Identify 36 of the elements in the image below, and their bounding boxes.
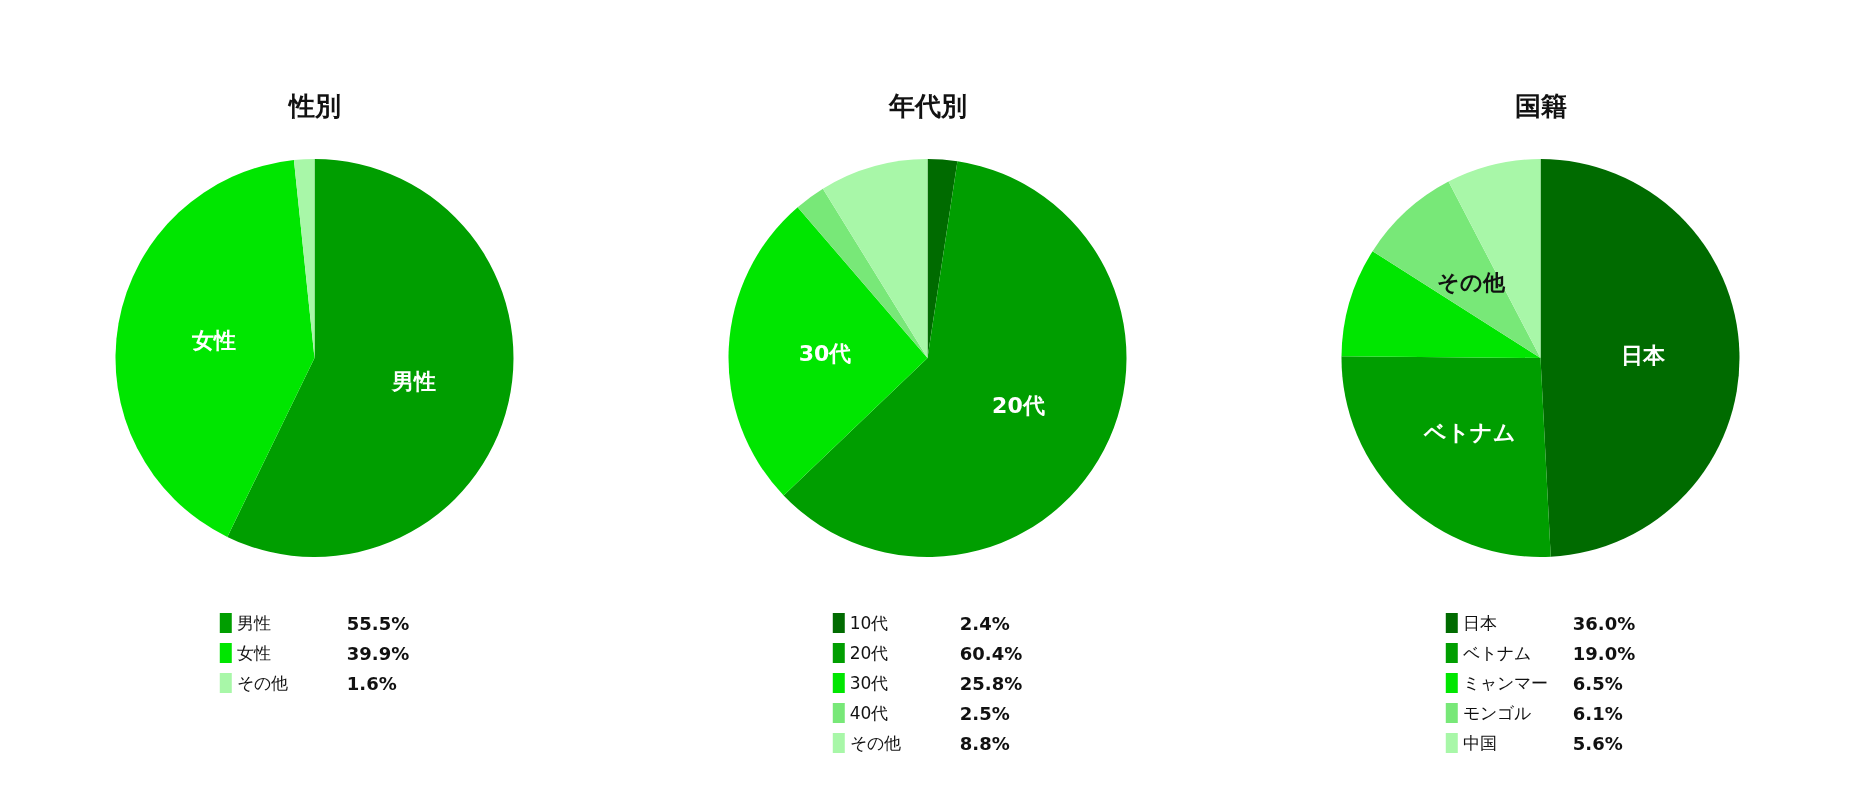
chart-title: 年代別 <box>887 91 967 121</box>
legend-label: 30代 <box>849 673 889 693</box>
legend-label: 10代 <box>849 613 889 633</box>
data-label: 55.5% <box>346 612 410 634</box>
legend-label: ベトナム <box>1462 643 1531 663</box>
data-label: 2.5% <box>959 702 1010 724</box>
legend-label: 中国 <box>1462 733 1497 753</box>
data-label: 2.4% <box>959 612 1010 634</box>
data-label: 19.0% <box>1572 642 1636 664</box>
slice-label: 30代 <box>798 340 852 366</box>
text: その他 <box>1437 269 1506 295</box>
slice-label: ベトナム <box>1422 419 1516 445</box>
data-label: 6.1% <box>1572 702 1623 724</box>
chart-title: 国籍 <box>1514 91 1567 121</box>
data-label: 36.0% <box>1572 612 1636 634</box>
legend-label: その他 <box>849 733 901 753</box>
data-label: 5.6% <box>1572 732 1623 754</box>
slice-label: 日本 <box>1620 342 1666 368</box>
slice-label: 男性 <box>391 368 437 394</box>
data-label: 39.9% <box>346 642 410 664</box>
legend-label: モンゴル <box>1462 703 1531 723</box>
slice-label: 女性 <box>190 327 236 353</box>
data-label: 1.6% <box>346 672 397 694</box>
legend-label: 女性 <box>236 643 271 663</box>
legend-label: 20代 <box>849 643 889 663</box>
legend-label: 40代 <box>849 703 889 723</box>
slice-label: 20代 <box>992 392 1045 418</box>
legend-label: 男性 <box>236 613 271 633</box>
legend-label: 日本 <box>1462 613 1497 633</box>
data-label: 60.4% <box>959 642 1023 664</box>
data-label: 8.8% <box>959 732 1010 754</box>
data-label: 25.8% <box>959 672 1023 694</box>
chart-title: 性別 <box>286 91 341 121</box>
legend-label: ミャンマー <box>1462 673 1548 693</box>
data-label: 6.5% <box>1572 672 1623 694</box>
legend-label: その他 <box>236 673 288 693</box>
